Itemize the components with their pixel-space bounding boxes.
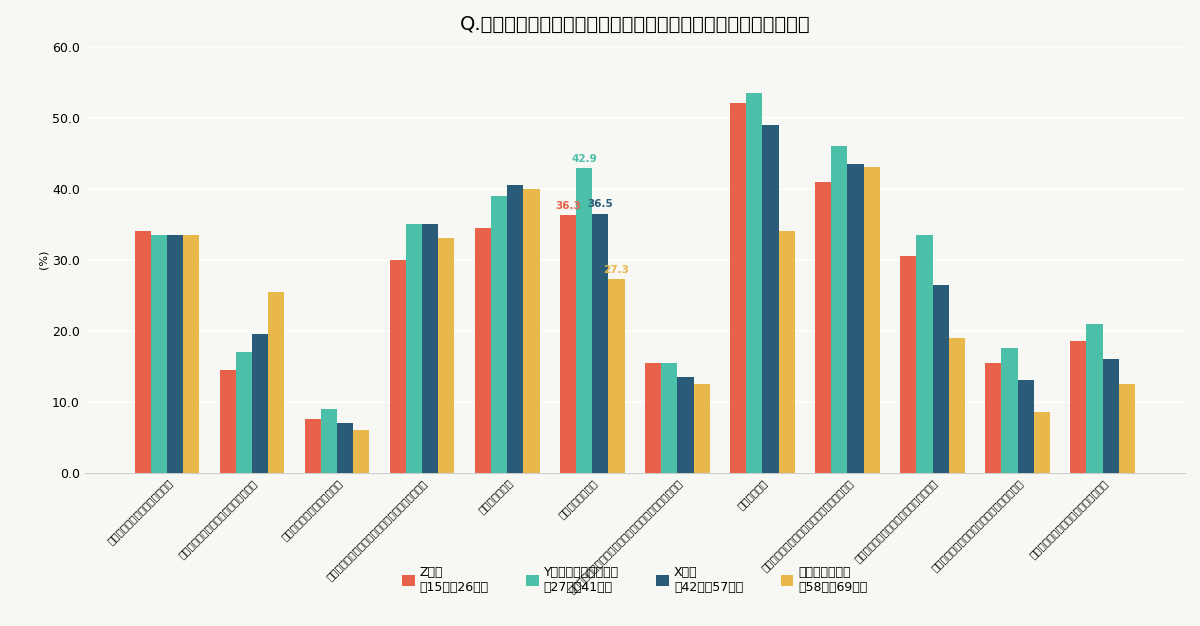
- Bar: [353, 430, 370, 473]
- Bar: [167, 235, 184, 473]
- Bar: [220, 370, 236, 473]
- Bar: [779, 231, 794, 473]
- Title: Q.あなたが現在、働くうえで重視していることを教えてください: Q.あなたが現在、働くうえで重視していることを教えてください: [460, 15, 810, 34]
- Bar: [832, 146, 847, 473]
- Text: 42.9: 42.9: [571, 154, 598, 164]
- Bar: [438, 239, 455, 473]
- Text: 36.3: 36.3: [556, 201, 581, 211]
- Bar: [985, 362, 1002, 473]
- Bar: [900, 256, 917, 473]
- Bar: [151, 235, 167, 473]
- Bar: [694, 384, 709, 473]
- Bar: [390, 260, 406, 473]
- Bar: [815, 182, 832, 473]
- Bar: [730, 103, 746, 473]
- Bar: [491, 196, 508, 473]
- Bar: [847, 164, 864, 473]
- Bar: [320, 409, 337, 473]
- Bar: [576, 168, 593, 473]
- Bar: [746, 93, 762, 473]
- Bar: [560, 215, 576, 473]
- Bar: [1033, 413, 1050, 473]
- Bar: [1103, 359, 1118, 473]
- Bar: [949, 338, 965, 473]
- Bar: [269, 292, 284, 473]
- Bar: [337, 423, 353, 473]
- Bar: [762, 125, 779, 473]
- Bar: [917, 235, 932, 473]
- Bar: [1002, 349, 1018, 473]
- Bar: [1086, 324, 1103, 473]
- Bar: [134, 231, 151, 473]
- Bar: [422, 224, 438, 473]
- Bar: [1070, 341, 1086, 473]
- Bar: [646, 362, 661, 473]
- Bar: [593, 213, 608, 473]
- Bar: [406, 224, 422, 473]
- Bar: [523, 188, 540, 473]
- Bar: [864, 167, 880, 473]
- Bar: [677, 377, 694, 473]
- Bar: [608, 279, 625, 473]
- Bar: [1118, 384, 1135, 473]
- Y-axis label: (%): (%): [38, 250, 49, 269]
- Bar: [661, 362, 677, 473]
- Legend: Z世代
〔15歳～26歳〕, Y世代（ミレニアル）
〔27歳～41歳〕, X世代
〔42歳～57歳〕, ベビーブーマー
〔58歳～69歳〕: Z世代 〔15歳～26歳〕, Y世代（ミレニアル） 〔27歳～41歳〕, X世代…: [402, 566, 868, 594]
- Bar: [252, 334, 269, 473]
- Text: 27.3: 27.3: [604, 265, 630, 275]
- Text: 36.5: 36.5: [588, 199, 613, 209]
- Bar: [236, 352, 252, 473]
- Bar: [932, 284, 949, 473]
- Bar: [475, 228, 491, 473]
- Bar: [305, 419, 320, 473]
- Bar: [1018, 381, 1033, 473]
- Bar: [508, 185, 523, 473]
- Bar: [184, 235, 199, 473]
